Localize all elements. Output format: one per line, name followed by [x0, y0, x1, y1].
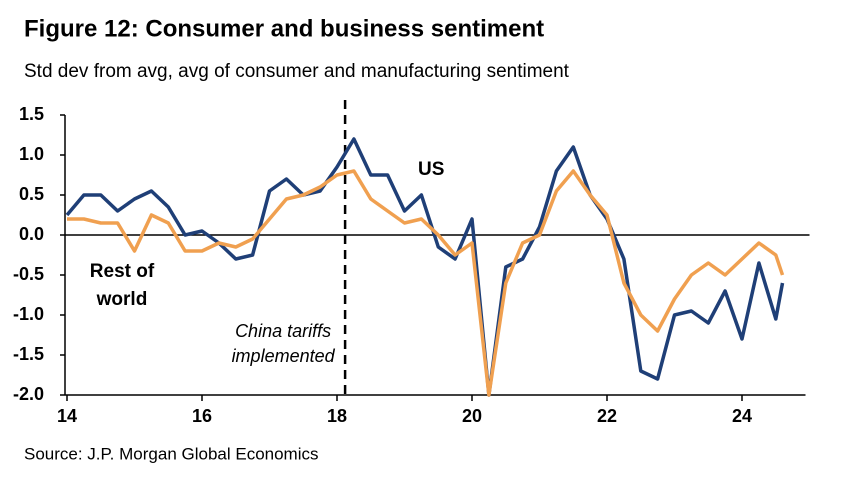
series-line	[65, 137, 785, 397]
x-tick-label: 20	[462, 406, 482, 426]
chart-subtitle: Std dev from avg, avg of consumer and ma…	[24, 61, 570, 82]
chart-title: Figure 12: Consumer and business sentime…	[24, 15, 544, 42]
series-label: US	[418, 159, 444, 180]
series-label: Rest of world	[89, 261, 155, 310]
y-tick-label: -0.5	[13, 264, 44, 284]
x-tick-label: 24	[732, 406, 752, 426]
y-tick-label: -1.0	[13, 304, 44, 324]
y-tick-label: 0.5	[19, 184, 44, 204]
x-tick-label: 16	[192, 406, 212, 426]
y-tick-label: -2.0	[13, 384, 44, 404]
y-tick-label: 1.5	[19, 104, 44, 124]
y-tick-label: 0.0	[19, 224, 44, 244]
y-tick-label: -1.5	[13, 344, 44, 364]
series-line	[67, 169, 785, 397]
x-tick-label: 14	[57, 406, 77, 426]
event-label: China tariffs	[235, 321, 331, 341]
event-label: implemented	[232, 346, 336, 366]
source: Source: J.P. Morgan Global Economics	[24, 444, 319, 463]
x-tick-label: 22	[597, 406, 617, 426]
x-tick-label: 18	[327, 406, 347, 426]
series-label-box: Rest of world	[89, 261, 155, 310]
y-tick-label: 1.0	[19, 144, 44, 164]
